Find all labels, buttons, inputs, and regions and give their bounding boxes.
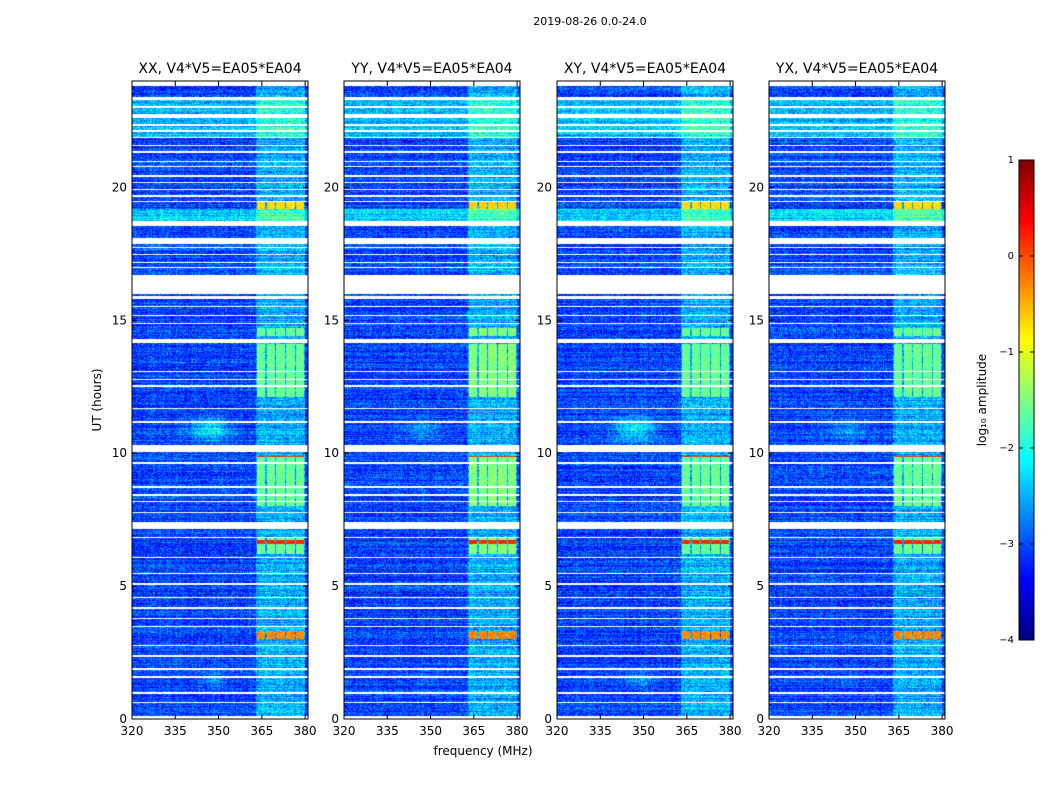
colorbar-frame (1018, 159, 1035, 641)
x-tick-label: 320 (546, 724, 569, 738)
y-tick-label: 20 (537, 180, 552, 194)
heatmap-image (344, 81, 520, 719)
colorbar-tick-label: −4 (999, 635, 1014, 646)
x-tick-label: 335 (376, 724, 399, 738)
heatmap-image (769, 81, 945, 719)
y-tick-label: 20 (324, 180, 339, 194)
panels-group: XX, V4*V5=EA05*EA04 320 335 350 365 380 0 5 10 15… (112, 61, 954, 738)
x-tick-label: 380 (931, 724, 954, 738)
x-tick-label: 335 (164, 724, 187, 738)
y-tick-label: 10 (324, 446, 339, 460)
y-axis-label: UT (hours) (90, 368, 104, 431)
x-tick-label: 335 (589, 724, 612, 738)
plot-frame (768, 80, 946, 720)
colorbar-tick-label: −3 (999, 539, 1014, 550)
x-axis-label: frequency (MHz) (433, 744, 532, 758)
y-tick-label: 5 (544, 579, 552, 593)
heatmap-image (557, 81, 733, 719)
x-tick-label: 350 (632, 724, 655, 738)
y-tick-label: 0 (119, 712, 127, 726)
colorbar-tick-label: −2 (999, 443, 1014, 454)
x-tick-label: 365 (250, 724, 273, 738)
panel-4: YX, V4*V5=EA05*EA04 320 335 350 365 380 0 5 10 15… (749, 61, 954, 738)
y-tick-label: 0 (331, 712, 339, 726)
panel-1: XX, V4*V5=EA05*EA04 320 335 350 365 380 0 5 10 15… (112, 61, 317, 738)
y-tick-label: 20 (749, 180, 764, 194)
y-tick-label: 0 (544, 712, 552, 726)
x-tick-label: 350 (844, 724, 867, 738)
colorbar-tick-label: 0 (1008, 251, 1014, 262)
y-tick-label: 5 (119, 579, 127, 593)
panel-title: XX, V4*V5=EA05*EA04 (138, 61, 301, 77)
y-tick-label: 5 (331, 579, 339, 593)
colorbar-tick-label: 1 (1008, 155, 1014, 166)
x-tick-label: 320 (758, 724, 781, 738)
panel-title: YY, V4*V5=EA05*EA04 (350, 61, 512, 77)
figure-title: 2019-08-26 0.0-24.0 (533, 15, 646, 28)
colorbar-gradient (1019, 160, 1034, 640)
y-tick-label: 20 (112, 180, 127, 194)
x-tick-label: 350 (419, 724, 442, 738)
y-tick-label: 0 (756, 712, 764, 726)
plot-frame (343, 80, 521, 720)
panel-title: YX, V4*V5=EA05*EA04 (775, 61, 938, 77)
y-tick-label: 15 (537, 313, 552, 327)
plot-frame (131, 80, 309, 720)
x-tick-label: 320 (121, 724, 144, 738)
x-tick-label: 365 (462, 724, 485, 738)
colorbar-tick-label: −1 (999, 347, 1014, 358)
x-tick-label: 380 (294, 724, 317, 738)
x-tick-label: 320 (333, 724, 356, 738)
x-tick-label: 335 (801, 724, 824, 738)
panel-title: XY, V4*V5=EA05*EA04 (564, 61, 726, 77)
y-tick-label: 10 (749, 446, 764, 460)
x-tick-label: 380 (719, 724, 742, 738)
colorbar-label: log₁₀ amplitude (975, 354, 989, 446)
x-tick-label: 350 (207, 724, 230, 738)
panel-2: YY, V4*V5=EA05*EA04 320 335 350 365 380 0 5 10 15… (324, 61, 529, 738)
y-tick-label: 5 (756, 579, 764, 593)
y-tick-label: 15 (112, 313, 127, 327)
x-tick-label: 365 (675, 724, 698, 738)
panel-3: XY, V4*V5=EA05*EA04 320 335 350 365 380 0 5 10 15… (537, 61, 742, 738)
plot-frame (556, 80, 734, 720)
y-tick-label: 15 (324, 313, 339, 327)
x-tick-label: 380 (506, 724, 529, 738)
x-tick-label: 365 (887, 724, 910, 738)
y-tick-label: 10 (112, 446, 127, 460)
heatmap-image (132, 81, 308, 719)
colorbar: 1 0 −1 −2 −3 −4 log₁₀ amplitude (975, 155, 1035, 646)
y-tick-label: 10 (537, 446, 552, 460)
y-tick-label: 15 (749, 313, 764, 327)
